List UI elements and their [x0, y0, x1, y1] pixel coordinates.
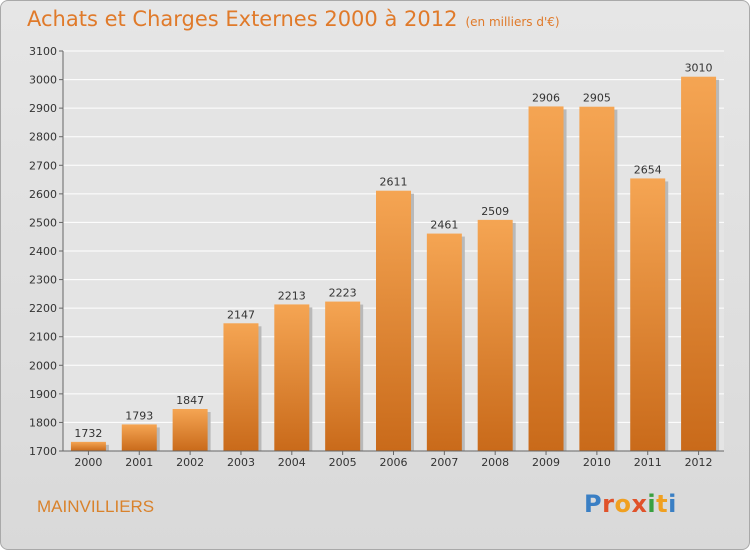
- bar-value-label: 2213: [278, 289, 306, 302]
- y-tick-label: 2200: [29, 302, 57, 315]
- bar-value-label: 2611: [380, 176, 408, 189]
- y-tick-label: 2300: [29, 274, 57, 287]
- x-tick-label: 2006: [380, 456, 408, 469]
- x-tick-label: 2007: [430, 456, 458, 469]
- bar-2005: [325, 301, 361, 451]
- proxiti-logo: Proxiti: [584, 490, 677, 518]
- chart-title: Achats et Charges Externes 2000 à 2012 (e…: [27, 7, 560, 31]
- bar-2009: [528, 106, 564, 451]
- bar-value-label: 2906: [532, 91, 560, 104]
- x-tick-label: 2011: [634, 456, 662, 469]
- bar-value-label: 1847: [176, 394, 204, 407]
- city-name: MAINVILLIERS: [37, 497, 155, 516]
- x-tick-label: 2000: [74, 456, 102, 469]
- bar-2001: [121, 424, 157, 451]
- x-tick-label: 2008: [481, 456, 509, 469]
- y-tick-label: 2600: [29, 188, 57, 201]
- bar-value-label: 2223: [329, 287, 357, 300]
- x-tick-label: 2005: [329, 456, 357, 469]
- bar-value-label: 1732: [74, 427, 102, 440]
- bar-2010: [579, 106, 615, 451]
- x-tick-label: 2002: [176, 456, 204, 469]
- y-tick-label: 2100: [29, 331, 57, 344]
- x-axis: 2000 2001 2002 2003 2004 2005 2006 2007 2008 2009…: [63, 450, 724, 469]
- y-tick-label: 2700: [29, 159, 57, 172]
- bar-2008: [477, 219, 513, 451]
- bar-2011: [630, 178, 666, 451]
- title-unit: (en milliers d'€): [465, 15, 560, 29]
- y-tick-label: 2900: [29, 102, 57, 115]
- y-axis: 1700 1800 1900 2000 2100 2200 2300 2400 2500 2600…: [29, 45, 64, 458]
- title-text: Achats et Charges Externes 2000 à 2012: [27, 7, 458, 31]
- x-tick-label: 2004: [278, 456, 306, 469]
- bar-value-label: 2147: [227, 308, 255, 321]
- bar-value-label: 3010: [685, 62, 713, 75]
- x-tick-label: 2001: [125, 456, 153, 469]
- y-tick-label: 1800: [29, 416, 57, 429]
- y-tick-label: 2400: [29, 245, 57, 258]
- bar-value-label: 2905: [583, 92, 611, 105]
- y-tick-label: 2500: [29, 216, 57, 229]
- y-tick-label: 3000: [29, 74, 57, 87]
- bar-value-label: 2461: [430, 219, 458, 232]
- x-tick-label: 2012: [685, 456, 713, 469]
- y-tick-label: 2800: [29, 131, 57, 144]
- y-tick-label: 3100: [29, 45, 57, 58]
- bar-2007: [426, 233, 462, 451]
- bars: 1732 1793 1847 2147 2213 2223 2611 2461 2509 2906…: [70, 62, 720, 451]
- y-tick-label: 2000: [29, 359, 57, 372]
- bar-value-label: 2509: [481, 205, 509, 218]
- x-tick-label: 2009: [532, 456, 560, 469]
- bar-2004: [274, 304, 310, 451]
- bar-2012: [681, 76, 717, 451]
- y-tick-label: 1900: [29, 388, 57, 401]
- bar-2002: [172, 409, 208, 451]
- y-tick-label: 1700: [29, 445, 57, 458]
- bar-2000: [70, 441, 106, 451]
- x-tick-label: 2003: [227, 456, 255, 469]
- x-tick-label: 2010: [583, 456, 611, 469]
- bar-value-label: 2654: [634, 163, 662, 176]
- bar-2006: [376, 190, 411, 451]
- bar-2003: [223, 323, 259, 451]
- bar-value-label: 1793: [125, 409, 153, 422]
